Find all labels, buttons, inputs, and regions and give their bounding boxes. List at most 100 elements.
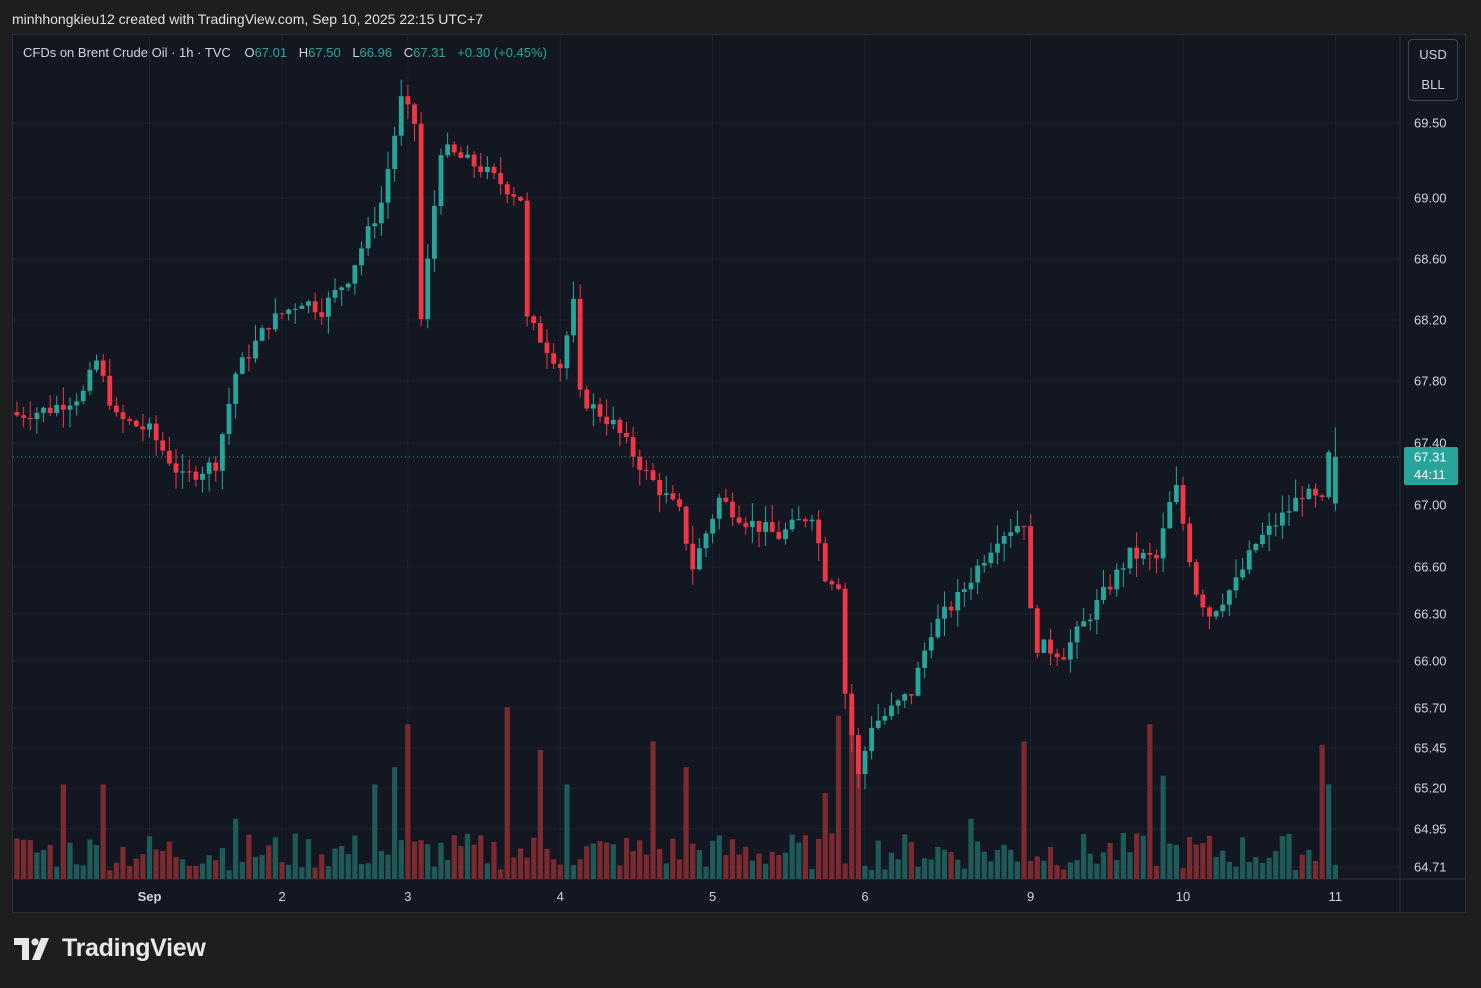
candle-body[interactable] (783, 529, 788, 539)
candle-body[interactable] (1187, 523, 1193, 563)
candle-body[interactable] (458, 152, 464, 158)
candle-body[interactable] (875, 720, 881, 728)
candle-body[interactable] (1173, 485, 1179, 503)
candle-body[interactable] (710, 518, 716, 534)
candle-body[interactable] (637, 456, 643, 470)
candle-body[interactable] (1120, 568, 1126, 570)
candle-body[interactable] (1154, 554, 1159, 559)
candle-body[interactable] (968, 582, 974, 590)
candle-body[interactable] (319, 312, 325, 317)
candle-body[interactable] (1001, 536, 1007, 544)
candle-body[interactable] (895, 700, 901, 706)
candle-body[interactable] (802, 519, 808, 522)
candle-body[interactable] (478, 166, 484, 173)
candle-body[interactable] (74, 401, 80, 406)
candle-body[interactable] (518, 196, 523, 201)
candle-body[interactable] (186, 471, 192, 473)
candle-body[interactable] (1273, 525, 1279, 527)
candle-body[interactable] (233, 373, 239, 404)
candle-body[interactable] (398, 96, 404, 136)
candle-body[interactable] (610, 419, 616, 425)
candle-body[interactable] (107, 375, 113, 406)
candle-body[interactable] (133, 420, 139, 427)
candle-body[interactable] (54, 404, 60, 414)
candle-body[interactable] (617, 419, 623, 433)
candle-body[interactable] (624, 432, 629, 438)
candle-body[interactable] (27, 417, 33, 420)
candle-body[interactable] (955, 591, 961, 611)
candle-body[interactable] (650, 470, 656, 481)
candle-body[interactable] (325, 297, 331, 317)
candle-body[interactable] (531, 316, 537, 324)
candle-body[interactable] (206, 462, 212, 474)
candle-body[interactable] (584, 389, 590, 409)
candle-body[interactable] (908, 694, 914, 696)
candle-body[interactable] (836, 584, 841, 589)
candle-body[interactable] (703, 533, 709, 549)
candle-body[interactable] (1207, 607, 1212, 617)
candle-body[interactable] (160, 440, 166, 451)
candle-body[interactable] (849, 693, 855, 736)
candle-body[interactable] (1286, 511, 1292, 513)
candle-body[interactable] (465, 154, 470, 158)
candle-body[interactable] (359, 248, 364, 266)
candle-body[interactable] (683, 506, 689, 544)
candle-body[interactable] (630, 437, 636, 457)
candle-body[interactable] (882, 716, 888, 721)
candle-body[interactable] (378, 202, 384, 224)
candle-body[interactable] (306, 301, 311, 306)
candle-body[interactable] (1074, 626, 1080, 643)
candle-body[interactable] (392, 135, 398, 170)
candle-body[interactable] (34, 412, 40, 420)
candle-body[interactable] (127, 419, 133, 421)
candle-body[interactable] (928, 637, 934, 651)
candle-body[interactable] (796, 519, 802, 521)
candle-body[interactable] (902, 694, 908, 701)
candle-body[interactable] (564, 335, 570, 369)
candlestick-chart[interactable]: 64.71 64.95 65.20 65.45 65.70 66.00 66.30 66.60… (13, 35, 1465, 912)
candle-body[interactable] (438, 155, 444, 206)
candle-body[interactable] (915, 667, 921, 696)
candle-body[interactable] (942, 606, 947, 619)
candle-body[interactable] (524, 200, 530, 317)
candle-body[interactable] (816, 519, 822, 544)
candle-body[interactable] (1213, 611, 1219, 617)
candle-body[interactable] (1041, 639, 1047, 653)
candle-body[interactable] (345, 283, 351, 288)
candle-body[interactable] (1014, 525, 1020, 533)
candle-body[interactable] (743, 522, 749, 527)
candle-body[interactable] (590, 404, 596, 409)
tradingview-logo[interactable]: TradingView (14, 934, 206, 963)
candle-body[interactable] (67, 405, 73, 410)
candle-body[interactable] (696, 548, 702, 570)
candle-body[interactable] (332, 290, 338, 298)
candle-body[interactable] (862, 750, 868, 775)
candle-body[interactable] (663, 493, 669, 496)
candle-body[interactable] (279, 313, 285, 315)
candle-body[interactable] (1101, 586, 1106, 601)
candle-body[interactable] (657, 480, 663, 496)
candle-body[interactable] (1193, 562, 1199, 595)
candle-body[interactable] (491, 166, 497, 174)
candle-body[interactable] (60, 404, 66, 410)
candle-body[interactable] (577, 298, 583, 390)
unit-label[interactable]: BLL (1421, 77, 1445, 92)
currency-label[interactable]: USD (1419, 47, 1447, 62)
candle-body[interactable] (1332, 456, 1338, 504)
candle-body[interactable] (975, 565, 981, 583)
candle-body[interactable] (1048, 639, 1053, 654)
candle-body[interactable] (948, 606, 954, 611)
candle-body[interactable] (504, 184, 510, 195)
candle-body[interactable] (113, 405, 119, 413)
candle-body[interactable] (1094, 600, 1100, 620)
candle-body[interactable] (1134, 547, 1140, 559)
candle-body[interactable] (253, 340, 258, 359)
candle-body[interactable] (995, 543, 1000, 553)
candle-body[interactable] (1253, 544, 1259, 551)
candle-body[interactable] (690, 543, 696, 570)
candle-body[interactable] (809, 519, 815, 522)
candle-body[interactable] (1147, 552, 1153, 555)
candle-body[interactable] (1081, 621, 1087, 627)
candle-body[interactable] (571, 298, 576, 336)
candle-body[interactable] (716, 497, 722, 519)
